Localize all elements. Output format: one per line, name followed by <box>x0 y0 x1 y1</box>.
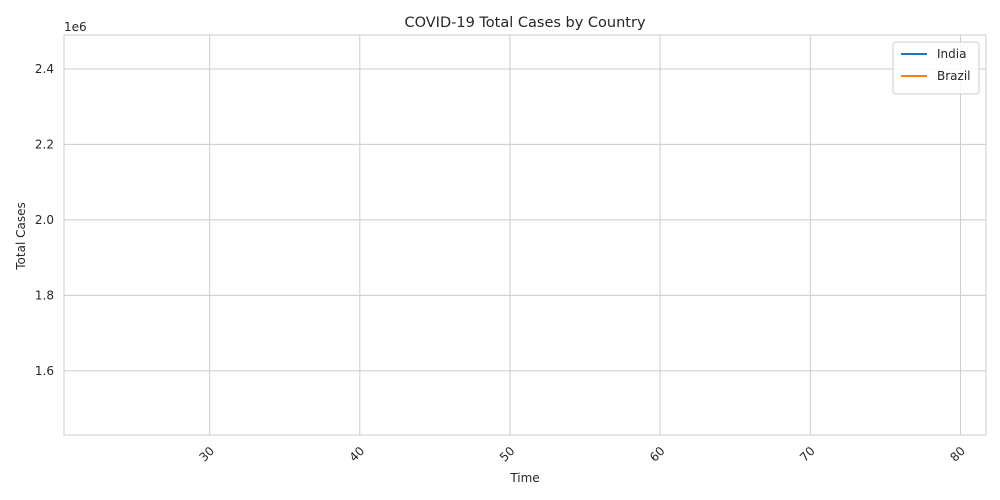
y-tick-label: 1.8 <box>35 288 54 302</box>
plot-background <box>64 35 986 435</box>
legend: India Brazil <box>892 41 980 95</box>
chart-title: COVID-19 Total Cases by Country <box>404 15 645 31</box>
x-tick-labels: 30 40 50 60 70 80 <box>196 444 968 465</box>
y-tick-label: 2.2 <box>35 137 54 151</box>
y-tick-labels: 1.6 1.8 2.0 2.2 2.4 <box>35 62 54 378</box>
y-tick-label: 2.4 <box>35 62 54 76</box>
legend-label: Brazil <box>937 69 971 83</box>
plot-frame <box>63 34 987 436</box>
x-axis-label: Time <box>509 471 539 485</box>
y-offset-text: 1e6 <box>64 20 87 34</box>
grid <box>64 35 986 435</box>
x-tick-label: 80 <box>947 444 968 465</box>
legend-label: India <box>937 47 966 61</box>
x-tick-label: 50 <box>497 444 518 465</box>
x-tick-label: 60 <box>647 444 668 465</box>
x-tick-label: 40 <box>347 444 368 465</box>
y-tick-label: 2.0 <box>35 213 54 227</box>
x-tick-label: 70 <box>797 444 818 465</box>
x-tick-label: 30 <box>196 444 217 465</box>
y-tick-label: 1.6 <box>35 364 54 378</box>
y-axis-label: Total Cases <box>14 202 28 270</box>
